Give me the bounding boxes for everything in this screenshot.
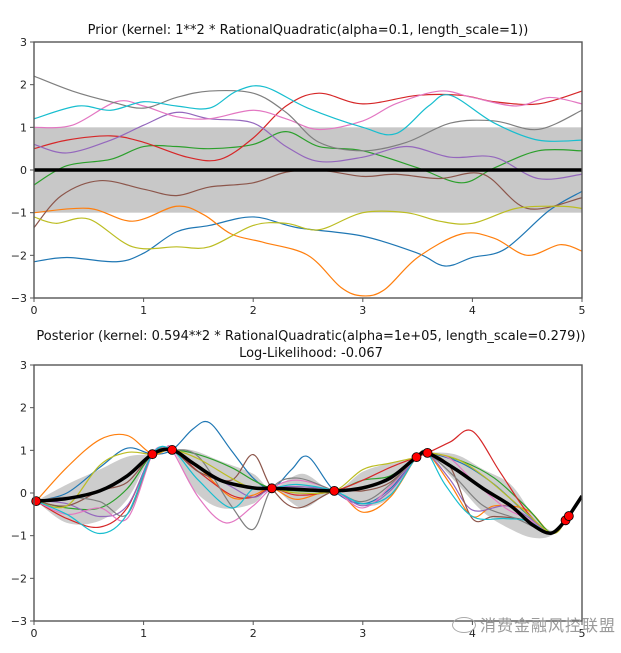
watermark-text: 消费金融风控联盟 [480, 616, 617, 635]
x-tick-label: 2 [250, 304, 257, 317]
y-tick-label: 2 [20, 402, 27, 415]
x-tick-label: 1 [140, 304, 147, 317]
series-line-sample-orange [34, 205, 582, 297]
posterior-plot: 0 1 2 3 4 5 −3 −2 −1 0 1 2 3 Posterior (kernel: 0.594… [11, 329, 586, 640]
observation-point [422, 447, 433, 458]
observation-point [329, 485, 340, 496]
y-tick-label: −3 [11, 615, 27, 628]
wechat-icon [452, 616, 476, 633]
series-line-sample-gray [36, 447, 567, 534]
series-line-sample-gray [34, 75, 582, 152]
y-tick-label: −3 [11, 292, 27, 305]
observation-point [563, 511, 574, 521]
observation-point [266, 483, 277, 494]
x-tick-label: 3 [359, 304, 366, 317]
series-line-sample-olive [36, 449, 567, 535]
x-tick-label: 0 [31, 627, 38, 640]
chart-subtitle: Log-Likelihood: -0.067 [239, 346, 383, 361]
watermark: 消费金融风控联盟 [452, 612, 616, 636]
series-line-sample-blue [36, 420, 567, 534]
y-tick-label: 0 [20, 164, 27, 177]
y-tick-label: 3 [20, 359, 27, 372]
series-line-sample-cyan [35, 445, 567, 535]
x-tick-label: 2 [250, 627, 257, 640]
x-tick-label: 5 [579, 304, 586, 317]
series-line-sample-cyan [34, 85, 582, 142]
y-tick-label: −1 [11, 530, 27, 543]
x-tick-label: 4 [469, 304, 476, 317]
y-tick-label: 1 [20, 444, 27, 457]
plot-area [34, 75, 582, 297]
chart-title: Posterior (kernel: 0.594**2 * RationalQu… [36, 329, 585, 344]
confidence-band [36, 446, 582, 539]
series-line-sample-blue [34, 190, 582, 267]
plot-area [35, 420, 582, 539]
y-tick-label: −2 [11, 572, 27, 585]
series-line-sample-purple [34, 111, 582, 180]
y-tick-label: 1 [20, 121, 27, 134]
x-tick-label: 4 [469, 627, 476, 640]
x-tick-label: 3 [359, 627, 366, 640]
observation-point [147, 449, 158, 460]
series-line-sample-brown [36, 447, 567, 534]
observation-point [31, 496, 42, 507]
prior-plot: 0 1 2 3 4 5 −3 −2 −1 0 1 2 3 Prior (kernel: 1**2 * Ra… [11, 23, 586, 317]
series-line-sample-brown [34, 169, 582, 228]
y-tick-label: −1 [11, 207, 27, 220]
x-tick-label: 0 [31, 304, 38, 317]
y-tick-label: −2 [11, 249, 27, 262]
y-tick-label: 0 [20, 487, 27, 500]
x-tick-label: 5 [579, 627, 586, 640]
series-line-sample-green [34, 130, 582, 186]
chart-title: Prior (kernel: 1**2 * RationalQuadratic(… [88, 23, 529, 38]
series-line-sample-pink [34, 90, 582, 131]
y-tick-label: 2 [20, 79, 27, 92]
observation-point [411, 452, 422, 463]
y-tick-label: 3 [20, 36, 27, 49]
x-tick-label: 1 [140, 627, 147, 640]
observation-point [167, 445, 177, 455]
series-line-sample-olive [34, 205, 582, 250]
